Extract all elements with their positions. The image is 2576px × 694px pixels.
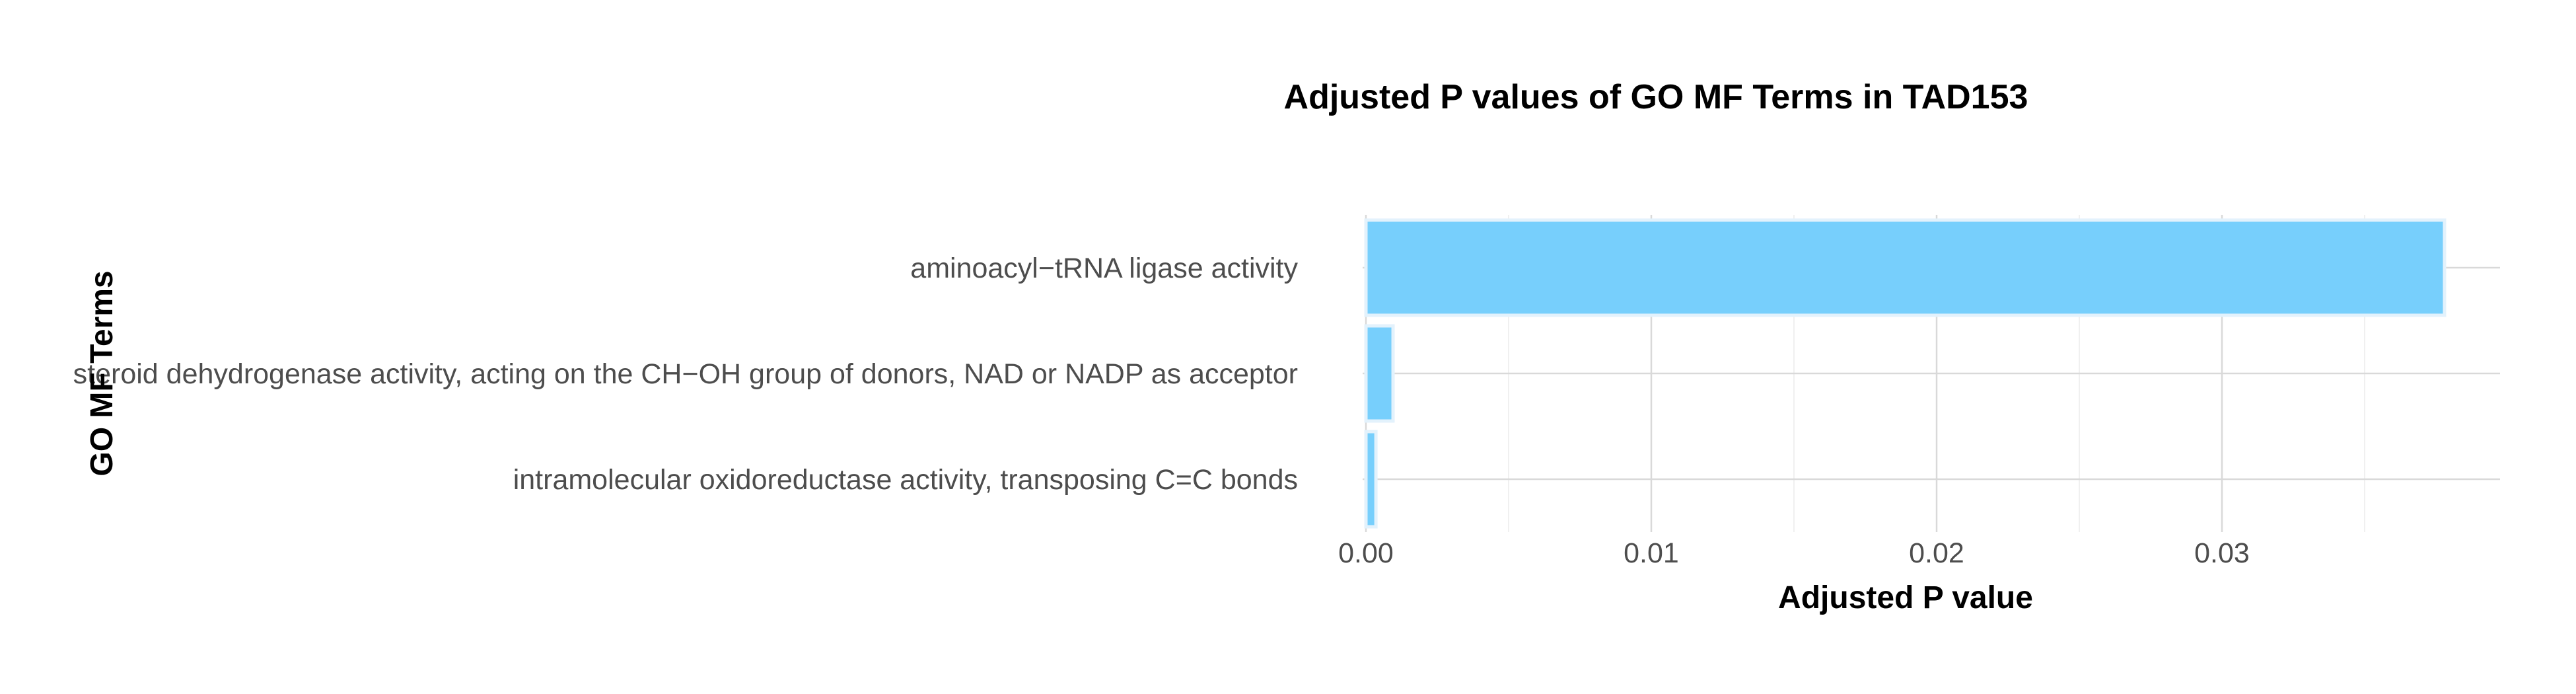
bars [1364, 218, 2447, 529]
y-axis-title: GO MF Terms [85, 270, 120, 476]
chart-title: Adjusted P values of GO MF Terms in TAD1… [1284, 78, 2028, 116]
x-axis-title: Adjusted P value [1778, 580, 2033, 615]
x-tick-label: 0.02 [1909, 537, 1964, 569]
x-tick-label: 0.00 [1338, 537, 1394, 569]
plot-area [1363, 215, 2500, 532]
bar [1364, 218, 2447, 317]
bar [1364, 430, 1378, 529]
x-tick-label: 0.01 [1624, 537, 1679, 569]
y-tick-label: intramolecular oxidoreductase activity, … [513, 464, 1298, 496]
y-tick-label: aminoacyl−tRNA ligase activity [910, 252, 1298, 284]
y-axis-tick-labels: aminoacyl−tRNA ligase activity steroid de… [73, 252, 1299, 496]
y-tick-label: steroid dehydrogenase activity, acting o… [73, 358, 1298, 390]
x-axis-tick-labels: 0.00 0.01 0.02 0.03 [1338, 537, 2250, 569]
bar [1364, 324, 1395, 423]
x-tick-label: 0.03 [2194, 537, 2250, 569]
